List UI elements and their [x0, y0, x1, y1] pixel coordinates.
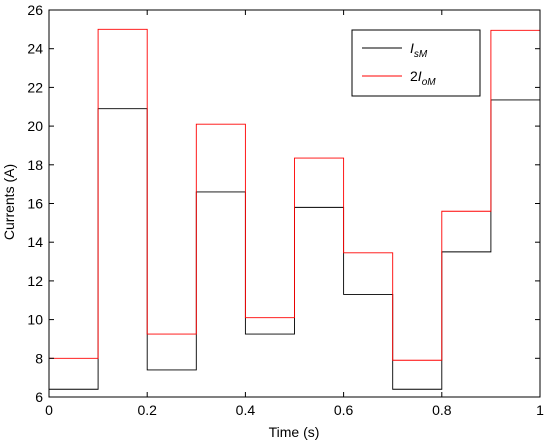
x-tick-label-3: 0.6 [334, 402, 354, 418]
y-tick-label-5: 16 [27, 196, 43, 212]
series-layer [49, 28, 540, 390]
legend-box [351, 29, 481, 97]
legend-entry-1: 2IoM [410, 68, 436, 88]
legend: IsM 2IoM [351, 29, 481, 97]
x-tick-label-5: 1 [536, 402, 544, 418]
x-tick-label-4: 0.8 [432, 402, 452, 418]
y-tick-label-3: 12 [27, 273, 43, 289]
x-tick-label-2: 0.4 [236, 402, 256, 418]
y-tick-label-7: 20 [27, 118, 43, 134]
y-tick-label-2: 10 [27, 312, 43, 328]
x-axis-label: Time (s) [269, 424, 320, 440]
y-tick-label-1: 8 [35, 350, 43, 366]
legend-entry-0: IsM [410, 40, 428, 60]
y-tick-label-8: 22 [27, 79, 43, 95]
y-tick-label-9: 24 [27, 41, 43, 57]
y-tick-label-4: 14 [27, 234, 43, 250]
y-tick-label-0: 6 [35, 389, 43, 405]
y-axis-label: Currents (A) [1, 164, 17, 240]
y-tick-label-10: 26 [27, 2, 43, 18]
series-line-1 [49, 28, 540, 361]
x-tick-label-1: 0.2 [137, 402, 157, 418]
y-tick-label-6: 18 [27, 157, 43, 173]
x-tick-label-0: 0 [45, 402, 53, 418]
